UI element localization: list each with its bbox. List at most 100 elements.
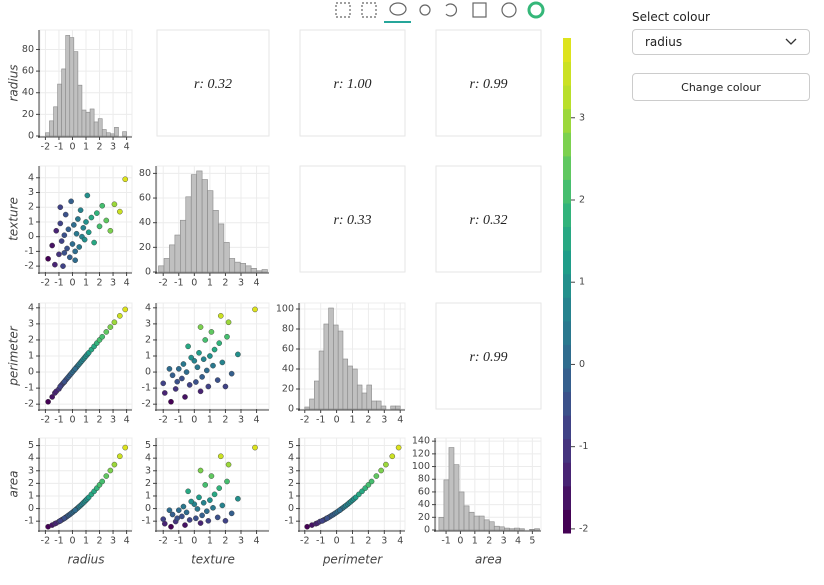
x-tick-label: 1 xyxy=(83,278,89,289)
scatter-point xyxy=(175,366,182,372)
hist-bar xyxy=(196,170,203,273)
hist-bar xyxy=(234,261,241,273)
scatter-point xyxy=(83,219,89,225)
x-tick-label: 3 xyxy=(110,142,116,153)
y-tick-label: 80 xyxy=(22,44,34,55)
scatter-point xyxy=(49,394,55,400)
x-tick-label: 0 xyxy=(191,415,197,426)
box-select-icon[interactable] xyxy=(361,2,377,18)
wheel-zoom-icon[interactable] xyxy=(419,4,431,16)
scatter-point xyxy=(222,518,229,524)
hist-bar xyxy=(256,270,263,273)
y-tick-label: 40 xyxy=(282,364,294,375)
hist-bar xyxy=(352,368,358,410)
save-icon[interactable] xyxy=(472,2,487,18)
colorbar-step xyxy=(563,344,571,369)
correlation-label: r: 0.32 xyxy=(194,77,232,92)
scatter-point xyxy=(395,444,402,451)
hist-bar xyxy=(534,528,540,531)
scatter-point xyxy=(53,227,60,234)
scatter-point xyxy=(216,340,223,346)
panel: r: 0.32 xyxy=(435,165,542,273)
y-tick-label: 5 xyxy=(28,440,34,451)
y-tick-label: 100 xyxy=(412,461,430,472)
scatter-point xyxy=(194,506,201,512)
scatter-point xyxy=(336,507,343,514)
hist-bar xyxy=(223,242,230,273)
correlation-box xyxy=(435,29,542,137)
scatter-point xyxy=(182,522,188,528)
scatter-point xyxy=(61,232,68,238)
scatter-point xyxy=(211,491,218,498)
colorbar-step xyxy=(563,415,571,440)
hist-bar xyxy=(380,405,387,410)
colorbar-step xyxy=(563,61,571,86)
hist-bar xyxy=(65,35,71,137)
scatter-point xyxy=(99,333,106,340)
scatter-point xyxy=(80,225,87,231)
scatter-point xyxy=(175,507,182,514)
colorbar-step xyxy=(563,85,571,110)
y-tick-label: 1 xyxy=(145,490,151,501)
hist-bar xyxy=(304,406,310,410)
scatter-point xyxy=(225,319,232,326)
hist-bar xyxy=(114,127,119,137)
y-tick-label: 0 xyxy=(288,404,294,415)
scatter-point xyxy=(205,383,212,390)
x-tick-label: 4 xyxy=(124,536,130,547)
scatter-point xyxy=(383,461,389,468)
scatter-point xyxy=(57,383,64,390)
x-tick-label: 2 xyxy=(97,415,103,426)
reset-icon[interactable] xyxy=(445,3,457,17)
hist-bar xyxy=(453,464,460,531)
hist-bar xyxy=(438,517,445,531)
hist-bar xyxy=(488,521,495,531)
hist-bar xyxy=(361,392,368,410)
scatter-point xyxy=(107,227,114,234)
x-tick-label: -1 xyxy=(441,536,450,547)
hist-bar xyxy=(509,528,515,531)
box-zoom-icon[interactable] xyxy=(335,2,351,18)
scatter-point xyxy=(72,366,78,372)
hist-bar xyxy=(314,380,320,410)
x-tick-label: -2 xyxy=(41,278,50,289)
scatter-point xyxy=(169,372,176,379)
scatter-point xyxy=(365,482,372,488)
y-tick-label: 0 xyxy=(28,503,34,514)
x-tick-label: 2 xyxy=(365,415,371,426)
y-tick-label: -2 xyxy=(25,399,34,410)
bokeh-logo[interactable] xyxy=(527,1,545,19)
scatter-point xyxy=(88,214,95,221)
scatter-point xyxy=(203,508,210,515)
x-tick-label: 3 xyxy=(238,415,244,426)
chevron xyxy=(785,38,797,45)
lasso-icon[interactable] xyxy=(389,2,407,16)
scatter-point xyxy=(71,222,77,228)
y-tick-label: -2 xyxy=(25,261,34,272)
scatter-point xyxy=(196,349,202,356)
scatter-point xyxy=(57,204,64,211)
scatter-point xyxy=(200,499,207,506)
x-tick-label: 0 xyxy=(457,536,463,547)
scatter-point xyxy=(203,367,210,374)
y-tick-label: 2 xyxy=(28,334,34,345)
colorbar-step xyxy=(563,438,571,463)
scatter-point xyxy=(319,518,326,524)
x-tick-label: 3 xyxy=(381,536,387,547)
scatter-point xyxy=(368,478,375,485)
colour-select[interactable]: radius xyxy=(632,29,810,55)
help-icon[interactable] xyxy=(501,2,517,18)
y-tick-label: 5 xyxy=(288,440,294,451)
x-tick-label: 1 xyxy=(83,536,89,547)
hist-bar xyxy=(483,519,490,531)
y-tick-label: 20 xyxy=(139,242,151,253)
x-tick-label: -2 xyxy=(41,415,50,426)
change-colour-button[interactable]: Change colour xyxy=(632,73,810,101)
colorbar-tick-label: 0 xyxy=(579,359,585,370)
scatter-point xyxy=(161,390,168,396)
hist-bar xyxy=(519,528,525,531)
hist-bar xyxy=(57,83,62,137)
y-axis-label: texture xyxy=(7,197,21,241)
